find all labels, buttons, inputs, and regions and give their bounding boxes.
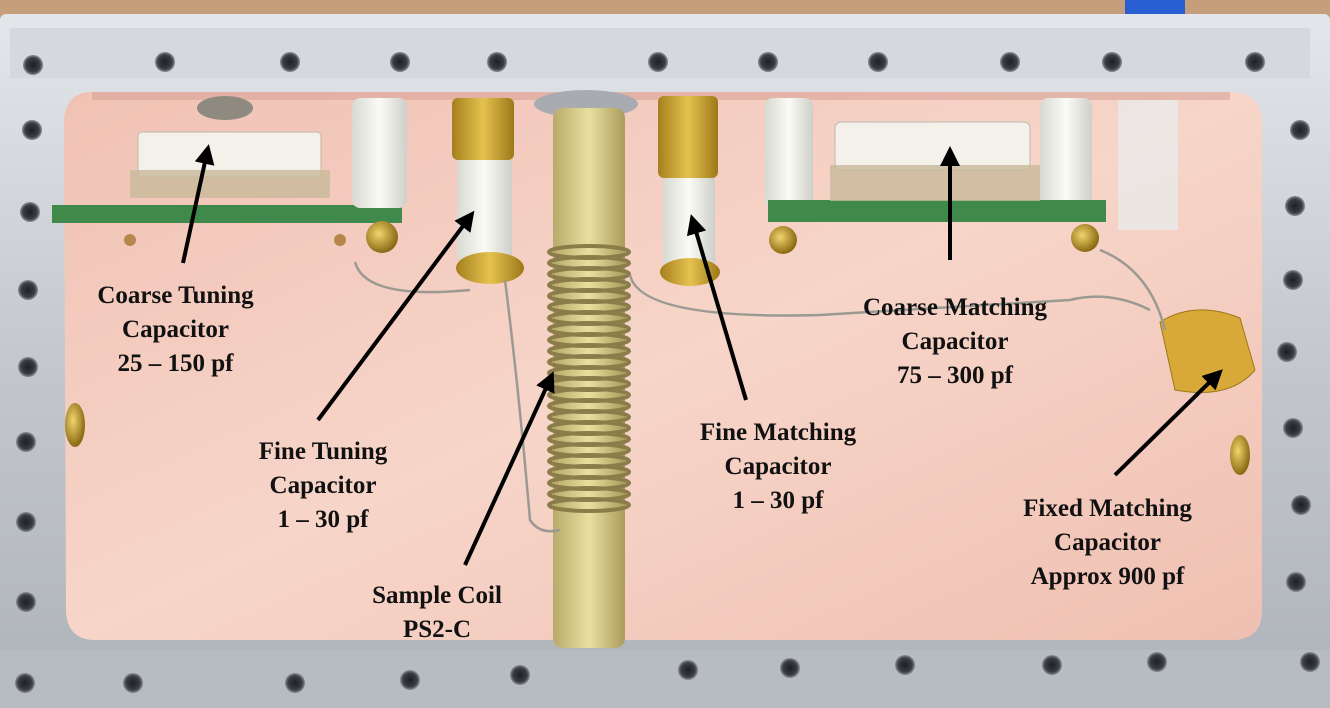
fixed-matching-capacitor: [1159, 309, 1256, 393]
label-line: Fine Tuning: [258, 438, 388, 465]
label-line: Fine Matching: [699, 419, 857, 446]
label-fixed-matching: Fixed Matching Capacitor Approx 900 pf: [990, 492, 1225, 594]
standoff-post: [1040, 98, 1092, 208]
label-line: PS2-C: [402, 616, 472, 643]
label-fine-matching: Fine Matching Capacitor 1 – 30 pf: [668, 416, 888, 518]
label-line: Coarse Tuning: [97, 282, 254, 309]
standoff-post: [352, 98, 407, 208]
label-line: Capacitor: [1054, 529, 1161, 556]
arrow-fine-matching: [686, 214, 748, 401]
coarse-matching-capacitor-body: [834, 121, 1031, 171]
screw: [1071, 224, 1099, 252]
pcb-right: [768, 200, 1106, 222]
screw: [1230, 435, 1250, 475]
screw: [124, 234, 136, 246]
coarse-matching-capacitor-base: [830, 165, 1040, 201]
annotation-arrows: [181, 144, 1223, 566]
fine-tuning-capacitor-body: [457, 160, 512, 260]
label-line: 1 – 30 pf: [277, 506, 369, 533]
coarse-tuning-capacitor-base: [130, 170, 330, 198]
label-line: Coarse Matching: [863, 294, 1047, 321]
screw: [65, 403, 85, 447]
label-line: Sample Coil: [372, 582, 502, 609]
screw: [769, 226, 797, 254]
arrow-fine-tuning: [316, 210, 475, 422]
wires: [353, 248, 1167, 533]
cavity-floor: [64, 92, 1262, 640]
frame-holes: [15, 52, 1320, 693]
fine-tuning-capacitor-base: [456, 252, 524, 284]
blue-cable: [1125, 0, 1185, 14]
screw: [366, 221, 398, 253]
label-line: Capacitor: [724, 453, 832, 480]
standoff-post: [765, 98, 813, 208]
label-line: Fixed Matching: [1023, 495, 1192, 522]
label-line: Capacitor: [269, 472, 377, 499]
arrow-fixed-matching: [1113, 369, 1223, 477]
label-sample-coil: Sample Coil PS2-C: [342, 579, 532, 647]
label-coarse-tuning: Coarse Tuning Capacitor 25 – 150 pf: [68, 279, 283, 381]
label-fine-tuning: Fine Tuning Capacitor 1 – 30 pf: [228, 435, 418, 537]
pcb-left: [52, 205, 402, 223]
frame-bottom-ledge: [0, 650, 1330, 708]
fine-matching-capacitor-top: [658, 96, 718, 178]
screw: [334, 234, 346, 246]
label-line: 25 – 150 pf: [117, 350, 234, 377]
label-line: Capacitor: [122, 316, 229, 343]
arrow-sample-coil: [463, 371, 555, 566]
clear-bracket: [1118, 100, 1178, 230]
label-line: 75 – 300 pf: [897, 362, 1013, 389]
label-line: Capacitor: [901, 328, 1009, 355]
label-coarse-matching: Coarse Matching Capacitor 75 – 300 pf: [830, 291, 1080, 393]
coil-turn: [547, 497, 631, 513]
label-line: 1 – 30 pf: [732, 487, 824, 514]
fine-tuning-capacitor-top: [452, 98, 514, 160]
arrow-coarse-tuning: [181, 144, 215, 264]
label-line: Approx 900 pf: [1030, 563, 1185, 590]
fine-matching-capacitor-body: [663, 178, 715, 268]
coarse-tuning-knob: [197, 96, 253, 120]
